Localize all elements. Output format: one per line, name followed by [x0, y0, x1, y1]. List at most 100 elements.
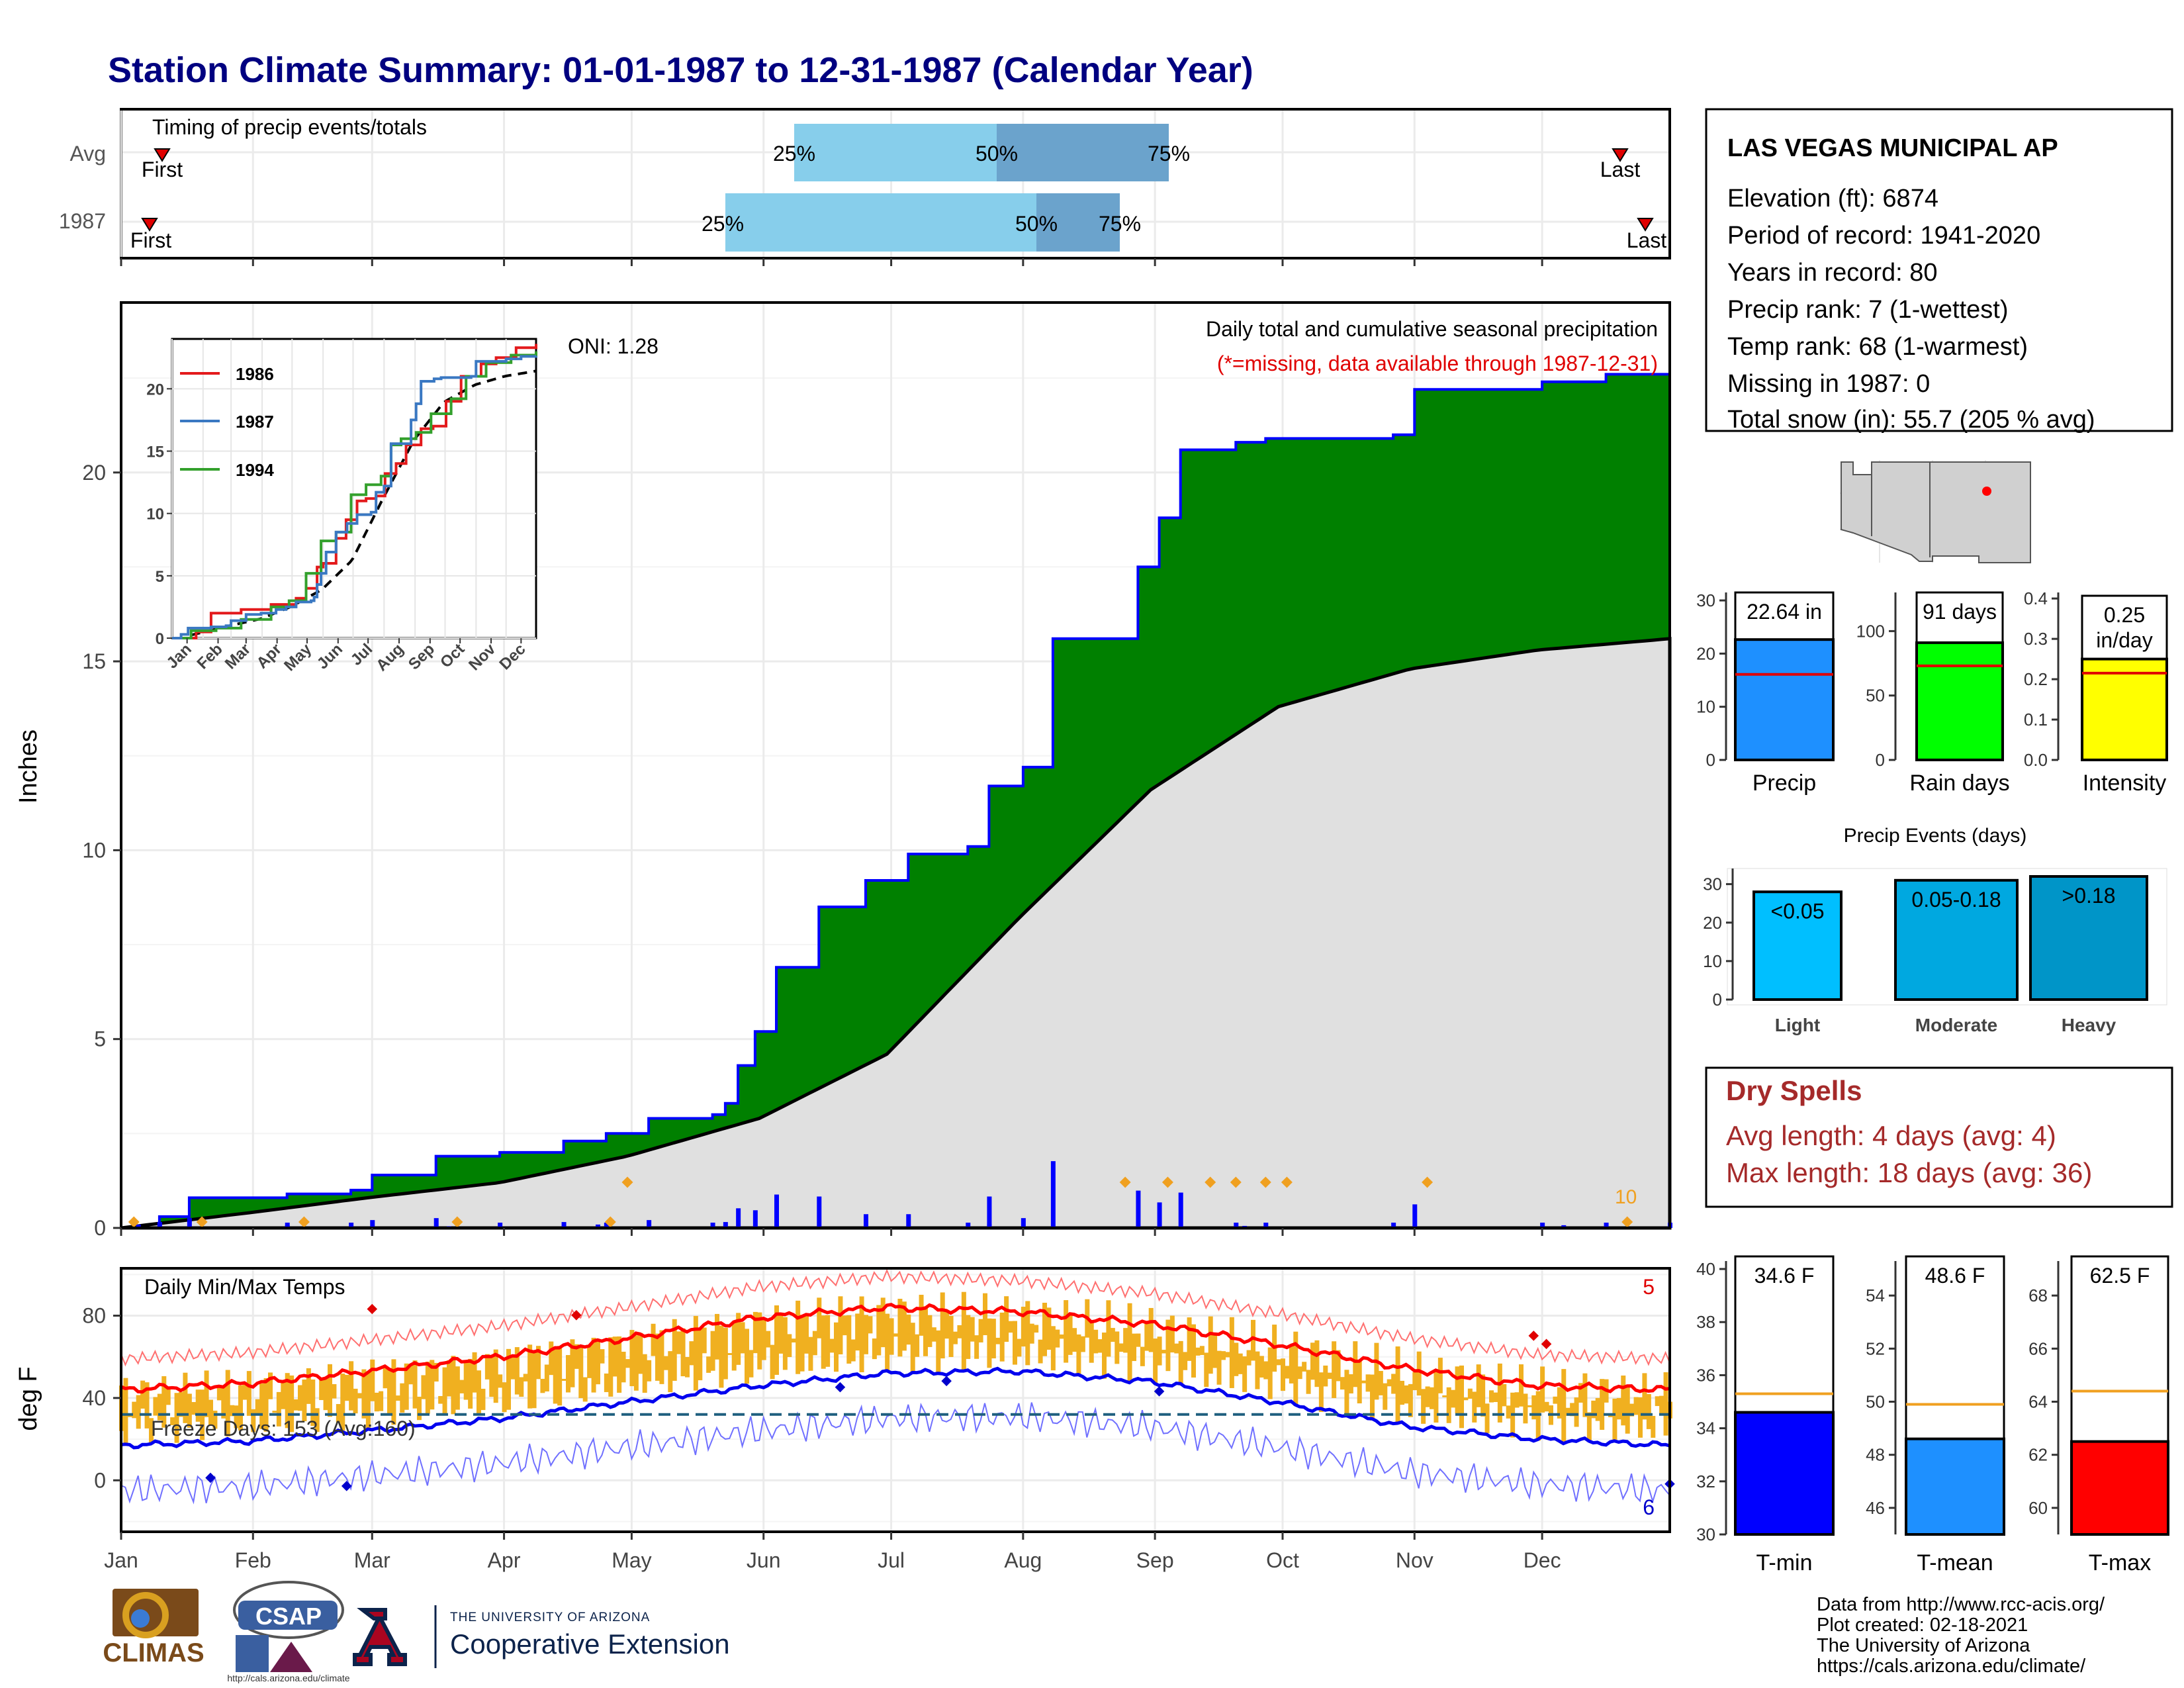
- station-elevation: Elevation (ft): 6874: [1727, 185, 1938, 212]
- inset-ytick-label: 15: [146, 444, 164, 461]
- temp-record-max-line: [120, 1268, 1670, 1367]
- temp-day-bar: [1557, 1387, 1562, 1419]
- tmax-chart-ytick: 66: [2028, 1338, 2048, 1358]
- timing-year-first-label: First: [130, 228, 171, 252]
- temp-day-bar: [1395, 1346, 1400, 1423]
- precip-total-chart-ytick: 10: [1696, 697, 1715, 717]
- temp-day-bar: [1370, 1374, 1375, 1421]
- precip-normal-area: [120, 637, 1672, 1230]
- temp-day-bar: [1106, 1300, 1111, 1357]
- temp-day-bar: [817, 1297, 822, 1338]
- temp-day-bar: [1472, 1391, 1477, 1423]
- rain-days-chart-ytick: 0: [1876, 750, 1885, 770]
- temp-day-bar: [1229, 1317, 1234, 1388]
- temp-day-bar: [268, 1372, 273, 1399]
- temp-day-bar: [502, 1382, 507, 1413]
- temp-day-bar: [1123, 1328, 1128, 1353]
- timing-avg-25: 25%: [773, 142, 815, 165]
- temp-day-bar: [715, 1313, 719, 1360]
- temp-day-bar: [834, 1322, 839, 1372]
- temp-day-bar: [1642, 1373, 1647, 1420]
- temp-day-bar: [1655, 1396, 1660, 1407]
- precip-daily-bar: [774, 1194, 779, 1228]
- rain-days-chart-ytick: 50: [1866, 686, 1885, 706]
- precip-total-chart-xlabel: Precip: [1752, 771, 1816, 796]
- temp-day-bar: [259, 1383, 265, 1429]
- temp-day-bar: [612, 1336, 617, 1377]
- station-snow: Total snow (in): 55.7 (205 % avg): [1727, 406, 2095, 434]
- events-ytick: 10: [1703, 951, 1722, 971]
- tmin-chart-value-label: 34.6 F: [1754, 1264, 1815, 1288]
- temp-day-bar: [1038, 1339, 1043, 1364]
- temp-day-bar: [566, 1355, 570, 1393]
- temp-record-min-line: [120, 1402, 1670, 1505]
- temp-day-bar: [553, 1348, 558, 1404]
- precip-daily-bar: [1412, 1204, 1418, 1228]
- temp-day-bar: [706, 1356, 711, 1373]
- precip-daily-bar: [1604, 1223, 1609, 1228]
- temp-day-bar: [893, 1333, 898, 1337]
- events-bar-moderate: [1894, 878, 2019, 1001]
- temp-day-bar: [1314, 1340, 1320, 1387]
- temp-day-bar: [421, 1375, 426, 1399]
- tmin-chart-ytick: 40: [1696, 1259, 1715, 1279]
- temp-day-bar: [1476, 1364, 1481, 1407]
- temp-day-bar: [1523, 1393, 1528, 1424]
- station-location-dot: [1982, 487, 1991, 496]
- precip-total-chart-bar: [1734, 638, 1835, 761]
- temp-day-bar: [850, 1339, 856, 1362]
- temp-day-bar: [433, 1362, 439, 1382]
- temp-day-bar: [165, 1387, 171, 1405]
- precip-daily-bar: [157, 1222, 162, 1228]
- temp-day-bar: [633, 1335, 639, 1391]
- temp-day-bar: [978, 1319, 983, 1342]
- temp-day-bar: [1497, 1363, 1502, 1423]
- tmean-chart-ytick: 50: [1866, 1392, 1885, 1412]
- temp-day-bar: [1374, 1342, 1379, 1400]
- temp-ylabel: deg F: [15, 1366, 42, 1430]
- temp-day-bar: [1225, 1352, 1230, 1358]
- temp-day-bar: [430, 1360, 435, 1410]
- temp-day-bar: [1553, 1396, 1558, 1404]
- temp-day-bar: [1540, 1366, 1545, 1413]
- temp-day-bar: [1025, 1301, 1030, 1366]
- temp-day-bar: [1467, 1388, 1473, 1399]
- temp-day-bar: [1442, 1395, 1447, 1397]
- temp-day-bar: [1612, 1398, 1617, 1440]
- temp-day-bar: [1484, 1403, 1490, 1434]
- tmin-chart-ytick: 38: [1696, 1312, 1715, 1332]
- station-period: Period of record: 1941-2020: [1727, 222, 2040, 250]
- temp-day-bar: [1212, 1333, 1218, 1368]
- timing-year-last-clip: Last: [1627, 228, 1667, 252]
- temp-day-bar: [1093, 1329, 1099, 1354]
- temp-day-bar: [885, 1313, 890, 1372]
- temp-day-bar: [1502, 1383, 1507, 1407]
- temp-day-bar: [1544, 1401, 1549, 1412]
- tmin-chart-ytick: 32: [1696, 1472, 1715, 1491]
- precip-total-chart: 0 10 20 30 22.64 in Precip: [1696, 590, 1835, 796]
- timing-year-50: 50%: [1015, 212, 1058, 236]
- precip-daily-bar: [349, 1223, 354, 1228]
- station-temp-rank: Temp rank: 68 (1-warmest): [1727, 333, 2028, 361]
- tmean-chart: 46 48 50 52 54 48.6 F T-mean: [1866, 1255, 2005, 1575]
- temp-ytick-label: 80: [82, 1304, 106, 1328]
- temp-day-bar: [745, 1329, 749, 1384]
- temp-day-bar: [379, 1391, 384, 1411]
- tmax-chart-ytick: 64: [2028, 1392, 2048, 1412]
- temp-day-bar: [344, 1374, 349, 1401]
- temp-day-bar: [1267, 1347, 1273, 1399]
- month-tick-label: Aug: [1004, 1548, 1042, 1572]
- temp-day-bar: [829, 1338, 835, 1353]
- tmin-chart-ytick: 30: [1696, 1524, 1715, 1544]
- temp-day-bar: [1408, 1383, 1413, 1417]
- precip-snow-marker: [1621, 1216, 1633, 1228]
- temp-day-bar: [999, 1312, 1005, 1362]
- temp-day-bar: [719, 1325, 724, 1388]
- temp-day-bar: [791, 1338, 796, 1343]
- temp-day-bar: [191, 1402, 197, 1415]
- temp-day-bar: [293, 1399, 298, 1411]
- temp-day-bar: [672, 1319, 677, 1381]
- precip-snow-marker: [1119, 1176, 1131, 1188]
- events-title: Precip Events (days): [1844, 825, 2027, 847]
- temp-day-bar: [1404, 1385, 1409, 1404]
